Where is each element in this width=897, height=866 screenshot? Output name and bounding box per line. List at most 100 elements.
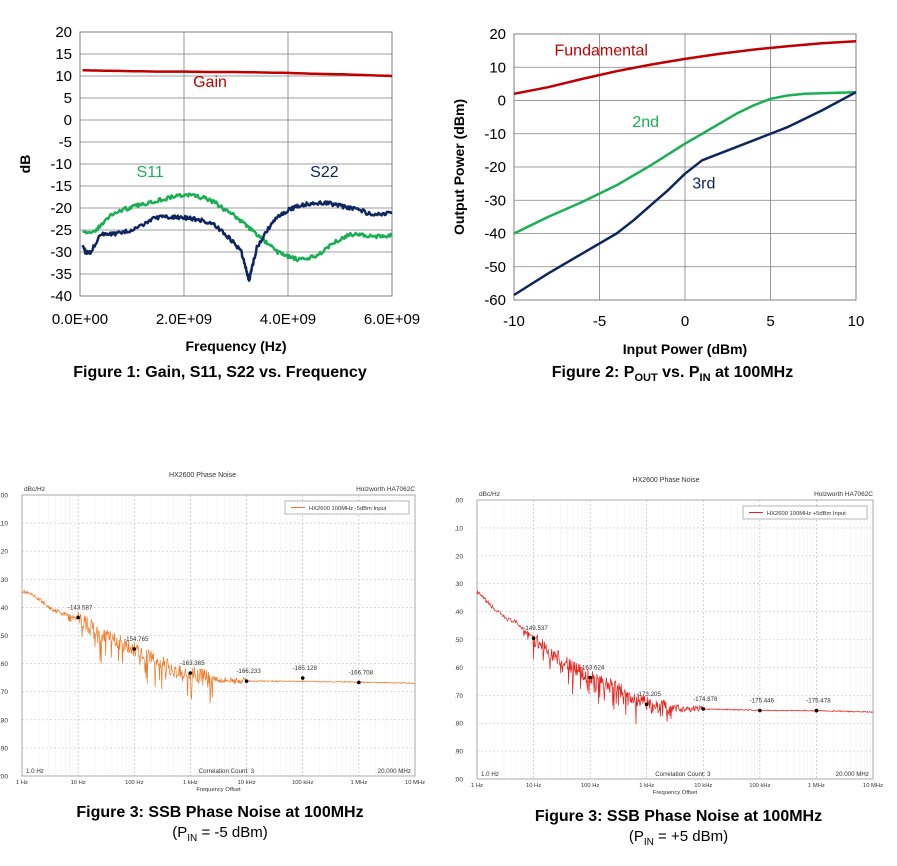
y-tick-label: 20 [55, 24, 72, 41]
x-tick-label: 0.0E+00 [52, 311, 108, 328]
chart-pout-vs-pin: 20 10 0 -10 -20 -30 -40 -50 -60 -10 -5 0 5 10 Fundamen… [448, 0, 897, 370]
y-tick-label: 10 [55, 68, 72, 85]
annotation-s22: S22 [310, 164, 339, 181]
range-right-label: 20.000 MHz [378, 768, 411, 775]
marker-point [132, 647, 137, 651]
x-axis-label: Frequency (Hz) [185, 338, 286, 354]
y-tick-label: -130 [455, 581, 463, 588]
marker-label: -173.205 [636, 691, 661, 698]
instrument-label: Holzworth HA7062C [814, 491, 873, 498]
plot-border [476, 499, 874, 780]
chart-phase-noise-minus5: -100 -110 -120 -130 -140 -150 -160 -170 -180 -190… [0, 462, 425, 802]
chart-gain-s11-s22: 20 15 10 5 0 -5 -10 -15 -20 -25 -30 -35 -40 0.0E+00 2.… [0, 0, 440, 370]
x-tick-label: 10 MHz [405, 780, 425, 786]
figure-3b-subcaption: (PIN = +5 dBm) [628, 828, 729, 848]
marker-label: -149.537 [523, 625, 548, 632]
y-tick-label: -35 [50, 266, 72, 283]
x-tick-label: 1 MHz [350, 780, 367, 786]
legend-label: HX2600 100MHz +5dBm Input [767, 511, 846, 517]
y-tick-label: 15 [55, 46, 72, 63]
x-tick-label: 2.0E+09 [156, 311, 212, 328]
y-unit-label: dBc/Hz [479, 491, 500, 498]
y-tick-label: -160 [455, 665, 463, 672]
y-tick-label: -40 [50, 288, 72, 305]
annotation-s11: S11 [137, 164, 164, 181]
y-tick-label: -10 [50, 156, 72, 173]
y-tick-label: 10 [489, 59, 506, 76]
y-axis-label: dB [17, 155, 33, 174]
y-tick-label: -110 [455, 525, 463, 532]
figure-3a-subcaption: (PIN = -5 dBm) [172, 824, 268, 844]
series-2nd-line [513, 90, 857, 235]
x-tick-label: 10 kHz [238, 780, 256, 786]
plot-border [21, 494, 416, 777]
figure-1-caption: Figure 1: Gain, S11, S22 vs. Frequency [73, 364, 367, 381]
y-tick-label: -20 [484, 159, 506, 176]
phase-noise-trace [476, 590, 874, 725]
x-tick-label: 100 kHz [292, 780, 313, 786]
x-tick-label: 10 [848, 313, 865, 330]
x-axis-label: Input Power (dBm) [623, 341, 747, 357]
marker-point [188, 671, 193, 675]
x-tick-label: -5 [593, 313, 606, 330]
plot-title: HX2600 Phase Noise [169, 472, 236, 479]
plot-title: HX2600 Phase Noise [633, 477, 700, 484]
marker-label: -143.587 [68, 604, 93, 611]
annotation-2nd: 2nd [632, 114, 659, 131]
plot-border [79, 31, 393, 297]
y-tick-label: 0 [498, 93, 506, 110]
y-tick-label: -140 [0, 605, 8, 612]
y-tick-label: -60 [484, 292, 506, 309]
x-tick-label: 6.0E+09 [364, 311, 420, 328]
y-tick-label: -170 [0, 689, 8, 696]
y-tick-label: -200 [455, 777, 463, 784]
y-tick-label: -110 [0, 521, 8, 528]
x-axis-label: Frequency Offset [653, 790, 698, 796]
x-tick-label: 1 MHz [808, 783, 825, 789]
legend-box [284, 500, 410, 515]
x-tick-label: 1 Hz [16, 780, 28, 786]
marker-label: -165.128 [292, 665, 317, 672]
y-tick-label: 20 [489, 26, 506, 43]
correlation-label: Correlation Count: 3 [655, 771, 711, 778]
y-tick-label: -190 [0, 745, 8, 752]
figure-3b-caption: Figure 3: SSB Phase Noise at 100MHz [534, 808, 823, 825]
series-s22-line [81, 200, 393, 282]
y-tick-label: -190 [455, 749, 463, 756]
series-s11-line [82, 192, 393, 263]
phase-plot: -100 -110 -120 -130 -140 -150 -160 -170 -180 -190… [0, 493, 425, 787]
x-tick-label: -10 [503, 313, 525, 330]
y-tick-label: -10 [484, 126, 506, 143]
x-tick-label: 100 kHz [749, 783, 770, 789]
range-right-label: 20.000 MHz [836, 771, 869, 778]
plot-border [513, 33, 857, 301]
legend: HX2600 100MHz -5dBm Input [284, 500, 410, 515]
annotation-fundamental: Fundamental [555, 43, 648, 60]
y-tick-label: -170 [455, 693, 463, 700]
figure-3a-caption: Figure 3: SSB Phase Noise at 100MHz [76, 804, 364, 821]
y-tick-label: -25 [50, 222, 72, 239]
series-fundamental-line [513, 40, 857, 96]
marker-label: -163.365 [180, 660, 205, 667]
y-tick-label: 5 [64, 90, 72, 107]
annotation-3rd: 3rd [692, 176, 715, 193]
marker-point [758, 708, 762, 713]
marker-point [76, 615, 80, 620]
legend-label: HX2600 100MHz -5dBm Input [309, 506, 387, 512]
y-tick-label: -15 [50, 178, 72, 195]
y-tick-label: -150 [455, 637, 463, 644]
y-tick-label: -50 [484, 259, 506, 276]
y-tick-label: -140 [455, 609, 463, 616]
y-tick-label: -180 [455, 721, 463, 728]
series-3rd-line [513, 91, 857, 297]
marker-point [300, 676, 305, 680]
x-tick-label: 10 Hz [526, 783, 541, 789]
marker-point [357, 680, 361, 685]
y-tick-label: -20 [50, 200, 72, 217]
marker-label: -175.478 [806, 698, 831, 705]
y-tick-label: -30 [484, 192, 506, 209]
marker-label: -166.708 [349, 669, 374, 676]
legend-box [742, 505, 868, 520]
y-tick-label: -200 [0, 774, 8, 781]
